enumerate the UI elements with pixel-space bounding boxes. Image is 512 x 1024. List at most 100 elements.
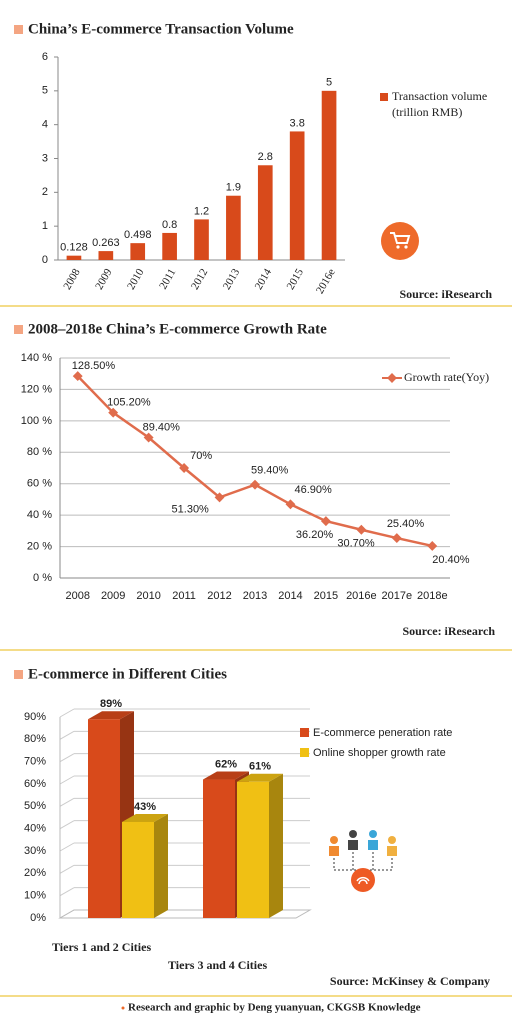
y-tick-label: 90% xyxy=(24,711,46,723)
bar-top xyxy=(88,711,134,720)
value-label: 0.8 xyxy=(162,219,177,231)
footer-bullet xyxy=(121,1006,125,1010)
value-label: 105.20% xyxy=(107,397,151,409)
bar xyxy=(122,821,154,918)
marker xyxy=(143,432,154,443)
bar xyxy=(226,195,241,260)
value-label: 25.40% xyxy=(387,518,425,530)
x-tick-label: 2011 xyxy=(172,590,196,602)
marker xyxy=(356,524,367,535)
x-tick-label: 2015 xyxy=(314,590,338,602)
y-tick-label: 80% xyxy=(24,733,46,745)
grid-line xyxy=(59,797,75,807)
y-tick-label: 120 % xyxy=(21,383,52,395)
y-tick-label: 20 % xyxy=(27,540,52,552)
y-tick-label: 60% xyxy=(24,778,46,790)
marker xyxy=(391,533,402,544)
footer: Research and graphic by Deng yuanyuan, C… xyxy=(128,1002,421,1014)
x-tick-label: 2012 xyxy=(207,590,231,602)
cart-icon-glyph xyxy=(396,245,400,249)
source: Source: iResearch xyxy=(399,287,492,301)
x-tick-label: 2017e xyxy=(382,590,413,602)
bar xyxy=(88,719,120,918)
value-label: 46.90% xyxy=(294,484,332,496)
grid-line xyxy=(59,842,75,852)
grid-line xyxy=(59,730,75,740)
marker xyxy=(179,463,190,473)
y-tick-label: 50% xyxy=(24,800,46,812)
value-label: 61% xyxy=(249,761,271,773)
value-label: 51.30% xyxy=(172,503,210,515)
grid-line xyxy=(59,708,75,718)
legend-swatch xyxy=(300,748,309,757)
grid-line xyxy=(59,887,75,897)
y-tick-label: 2 xyxy=(42,186,48,198)
y-tick-label: 40% xyxy=(24,823,46,835)
bar-top xyxy=(203,771,249,780)
title-bullet xyxy=(14,670,23,679)
y-tick-label: 1 xyxy=(42,220,48,232)
chart-title: E-commerce in Different Cities xyxy=(28,666,227,682)
bar-top xyxy=(237,773,283,782)
chart-title: China’s E-commerce Transaction Volume xyxy=(28,21,294,37)
y-tick-label: 40 % xyxy=(27,509,52,521)
y-tick-label: 0% xyxy=(30,912,46,924)
value-label: 0.498 xyxy=(124,229,152,241)
value-label: 30.70% xyxy=(337,538,375,550)
value-label: 70% xyxy=(190,450,212,462)
bar xyxy=(321,90,337,260)
source: Source: iResearch xyxy=(402,624,495,638)
value-label: 128.50% xyxy=(72,360,116,372)
grid-line xyxy=(59,864,75,874)
cart-icon xyxy=(381,222,419,260)
y-tick-label: 6 xyxy=(42,51,48,63)
bar xyxy=(257,165,273,260)
bar xyxy=(162,232,177,260)
cart-icon-glyph xyxy=(390,232,411,244)
bar-side xyxy=(269,773,283,918)
value-label: 5 xyxy=(326,77,332,89)
chart-title: 2008–2018e China’s E-commerce Growth Rat… xyxy=(28,321,327,337)
grid-line xyxy=(59,820,75,830)
value-label: 0.128 xyxy=(60,242,88,254)
x-tick-label: 2014 xyxy=(278,590,302,602)
legend-label: Growth rate(Yoy) xyxy=(404,370,489,384)
cart-icon-glyph xyxy=(404,245,408,249)
y-tick-label: 0 xyxy=(42,254,48,266)
bar xyxy=(289,131,305,260)
bar xyxy=(203,779,235,918)
y-tick-label: 0 % xyxy=(33,572,52,584)
x-tick-label: Tiers 1 and 2 Cities xyxy=(52,940,151,954)
marker xyxy=(214,492,225,503)
source: Source: McKinsey & Company xyxy=(330,974,490,988)
value-label: 1.2 xyxy=(194,205,209,217)
y-tick-label: 4 xyxy=(42,119,48,131)
value-label: 2.8 xyxy=(258,151,273,163)
y-tick-label: 80 % xyxy=(27,446,52,458)
grid-line xyxy=(59,753,75,763)
y-tick-label: 5 xyxy=(42,85,48,97)
legend-label: E-commerce peneration rate xyxy=(313,727,452,739)
y-tick-label: 3 xyxy=(42,152,48,164)
y-tick-label: 60 % xyxy=(27,478,52,490)
marker xyxy=(427,540,438,551)
title-bullet xyxy=(14,325,23,334)
bar xyxy=(194,219,209,260)
value-label: 62% xyxy=(215,758,237,770)
bar-side xyxy=(154,813,168,918)
bar xyxy=(237,781,269,918)
legend-marker xyxy=(387,373,397,383)
value-label: 1.9 xyxy=(226,182,241,194)
y-tick-label: 140 % xyxy=(21,352,52,364)
bar-top xyxy=(122,813,168,822)
x-tick-label: 2010 xyxy=(136,590,160,602)
y-tick-label: 70% xyxy=(24,756,46,768)
value-label: 43% xyxy=(134,801,156,813)
value-label: 20.40% xyxy=(432,554,470,566)
grid-line xyxy=(59,775,75,785)
value-label: 3.8 xyxy=(290,117,305,129)
title-bullet xyxy=(14,25,23,34)
legend: Transaction volume (trillion RMB) xyxy=(392,89,487,119)
x-tick-label: 2013 xyxy=(243,590,267,602)
